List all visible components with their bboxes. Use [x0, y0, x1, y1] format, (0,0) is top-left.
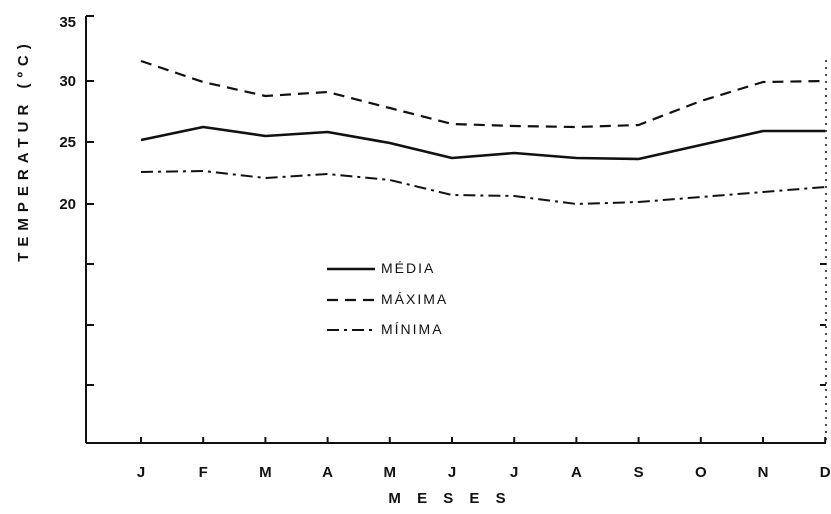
x-tick-label: N	[758, 464, 769, 481]
x-tick-label: J	[448, 464, 456, 481]
x-tick-label: J	[510, 464, 518, 481]
legend: MÉDIA MÁXIMA MÍNIMA	[327, 260, 448, 337]
x-tick-label: A	[571, 464, 582, 481]
series-line-dashdot	[140, 170, 826, 205]
x-tick-label: S	[634, 464, 644, 481]
legend-label: MÁXIMA	[381, 291, 448, 307]
x-axis-title: M E S E S	[388, 490, 511, 507]
x-tick-label: M	[384, 464, 397, 481]
series-line-solid	[140, 125, 826, 161]
legend-label: MÍNIMA	[381, 321, 444, 337]
series-line-dashed	[140, 59, 826, 129]
x-tick-label: D	[820, 464, 831, 481]
x-tick-label: A	[322, 464, 333, 481]
axes: 35 30 25 20 J F M A M J J A S O N D	[59, 14, 830, 481]
y-tick-label: 30	[59, 73, 76, 90]
y-tick-label: 20	[59, 196, 76, 213]
y-tick-label: 35	[59, 14, 76, 31]
x-tick-label: F	[199, 464, 208, 481]
legend-label: MÉDIA	[381, 260, 435, 276]
x-tick-label: O	[695, 464, 707, 481]
x-tick-label: J	[137, 464, 145, 481]
y-axis-title: TEMPERATUR (ºC)	[15, 38, 32, 262]
x-tick-label: M	[259, 464, 272, 481]
y-tick-label: 25	[59, 134, 76, 151]
series-layer	[140, 59, 826, 205]
